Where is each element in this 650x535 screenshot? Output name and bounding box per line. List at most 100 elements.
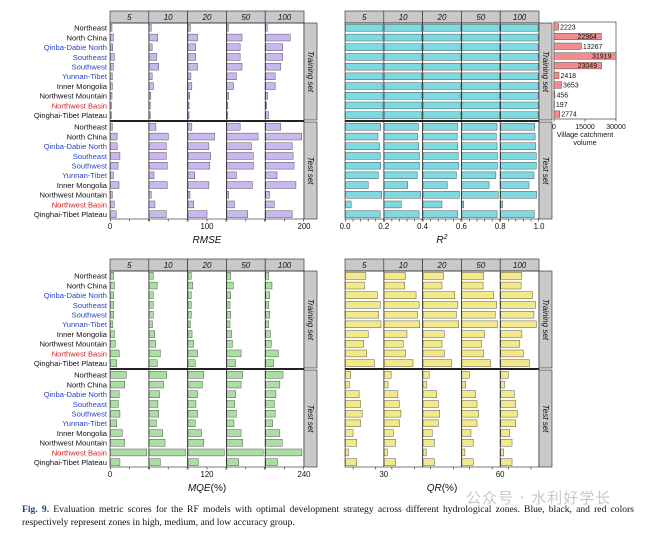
mqe-bar bbox=[110, 429, 123, 437]
r2-bar bbox=[345, 181, 369, 189]
zone-label-north-china: North China bbox=[66, 380, 107, 389]
qr-bar bbox=[461, 340, 482, 348]
qr-bar bbox=[461, 400, 478, 408]
rmse-bar bbox=[226, 152, 254, 160]
mqe-bar bbox=[226, 340, 233, 348]
rmse-bar bbox=[265, 82, 276, 90]
qr-axis-title: QR(%) bbox=[427, 483, 458, 494]
mqe-bar bbox=[110, 390, 120, 398]
qr-bar bbox=[500, 419, 517, 427]
mqe-bar bbox=[149, 390, 160, 398]
rmse-bar bbox=[226, 161, 254, 170]
r2-bar bbox=[384, 132, 418, 141]
r2-bar bbox=[422, 111, 461, 119]
rmse-bar bbox=[187, 33, 198, 42]
r2-bar bbox=[345, 132, 379, 141]
r2-bar bbox=[500, 33, 539, 42]
rmse-bar bbox=[226, 210, 248, 218]
rmse-bar bbox=[110, 82, 113, 90]
r2-bar bbox=[422, 101, 461, 110]
qr-bar bbox=[345, 320, 382, 328]
mqe-bar bbox=[110, 311, 114, 319]
catchment-title-line2: volume bbox=[573, 138, 596, 147]
qr-set-label-0: Training set bbox=[541, 299, 550, 341]
rmse-bar bbox=[187, 53, 196, 61]
mqe-bar bbox=[226, 330, 232, 338]
qr-set-label-1: Test set bbox=[541, 405, 550, 433]
mqe-bar bbox=[187, 380, 203, 389]
qr-bar bbox=[422, 429, 433, 437]
qr-strategy-label-10: 10 bbox=[399, 261, 408, 270]
qr-bar bbox=[461, 380, 466, 389]
qr-bar bbox=[461, 272, 485, 280]
r2-bar bbox=[345, 171, 379, 179]
zone-label-qinghai-tibet-plateau: Qinghai-Tibet Plateau bbox=[34, 210, 107, 219]
mqe-bar bbox=[110, 448, 147, 457]
r2-bar bbox=[422, 53, 461, 61]
zone-label-north-china: North China bbox=[66, 33, 107, 42]
watermark: 公众号 · 水利好学长 bbox=[466, 489, 612, 507]
r2-bar bbox=[461, 200, 464, 209]
zone-label-northwest-mountain: Northwest Mountain bbox=[39, 340, 107, 349]
rmse-bar bbox=[110, 191, 113, 199]
mqe-bar bbox=[149, 330, 156, 338]
mqe-bar bbox=[149, 291, 154, 299]
r2-strategy-label-50: 50 bbox=[476, 13, 485, 22]
zone-label-southwest: Southwest bbox=[72, 310, 108, 319]
r2-bar bbox=[422, 92, 461, 100]
qr-set-strip bbox=[538, 270, 553, 369]
zone-label-yunnan-tibet: Yunnan-Tibet bbox=[62, 171, 108, 180]
zone-label-southwest: Southwest bbox=[72, 409, 108, 418]
catchment-tick-label: 15000 bbox=[575, 124, 595, 131]
qr-bar bbox=[461, 281, 484, 290]
rmse-bar bbox=[226, 63, 243, 71]
rmse-set-divider bbox=[110, 120, 304, 122]
zone-label-northwest-mountain: Northwest Mountain bbox=[39, 439, 107, 448]
qr-bar bbox=[422, 320, 459, 328]
mqe-bar bbox=[226, 301, 231, 309]
rmse-bar bbox=[110, 24, 113, 32]
mqe-bar bbox=[226, 311, 232, 319]
rmse-bar bbox=[187, 210, 208, 218]
mqe-set-label-1: Test set bbox=[306, 405, 315, 433]
r2-bar bbox=[345, 43, 384, 51]
zone-label-qinghai-tibet-plateau: Qinghai-Tibet Plateau bbox=[34, 359, 107, 368]
rmse-bar bbox=[265, 63, 282, 71]
rmse-bar bbox=[226, 92, 229, 100]
r2-strategy-label-100: 100 bbox=[513, 13, 527, 22]
qr-bar bbox=[422, 371, 430, 379]
qr-bar bbox=[384, 429, 394, 437]
rmse-bar bbox=[226, 171, 237, 179]
catchment-bar bbox=[553, 62, 602, 70]
rmse-bar bbox=[110, 142, 118, 150]
qr-bar bbox=[345, 311, 379, 319]
rmse-bar bbox=[265, 101, 267, 110]
qr-bar bbox=[422, 419, 439, 427]
r2-bar bbox=[384, 82, 422, 90]
caption-label: Fig. 9. bbox=[22, 504, 50, 515]
mqe-bar bbox=[110, 291, 114, 299]
mqe-bar bbox=[110, 419, 117, 427]
zone-label-southeast: Southeast bbox=[73, 301, 108, 310]
rmse-bar bbox=[187, 92, 190, 100]
mqe-bar bbox=[265, 380, 281, 389]
zone-label-qinghai-tibet-plateau: Qinghai-Tibet Plateau bbox=[34, 111, 107, 120]
mqe-bar bbox=[149, 272, 154, 280]
rmse-strategy-label-10: 10 bbox=[164, 13, 173, 22]
mqe-bar bbox=[187, 400, 197, 408]
rmse-bar bbox=[187, 142, 210, 150]
qr-bar bbox=[461, 419, 478, 427]
qr-bar bbox=[422, 301, 459, 309]
r2-bar bbox=[384, 181, 408, 189]
qr-bar bbox=[500, 291, 533, 299]
qr-bar bbox=[461, 371, 470, 379]
rmse-bar bbox=[187, 72, 192, 81]
mqe-bar bbox=[226, 458, 239, 466]
rmse-set-label-1: Test set bbox=[306, 157, 315, 185]
mqe-bar bbox=[110, 281, 115, 290]
qr-bar bbox=[345, 458, 358, 466]
qr-bar bbox=[384, 359, 414, 367]
qr-bar bbox=[461, 301, 497, 309]
rmse-bar bbox=[265, 53, 283, 61]
qr-bar bbox=[345, 340, 364, 348]
